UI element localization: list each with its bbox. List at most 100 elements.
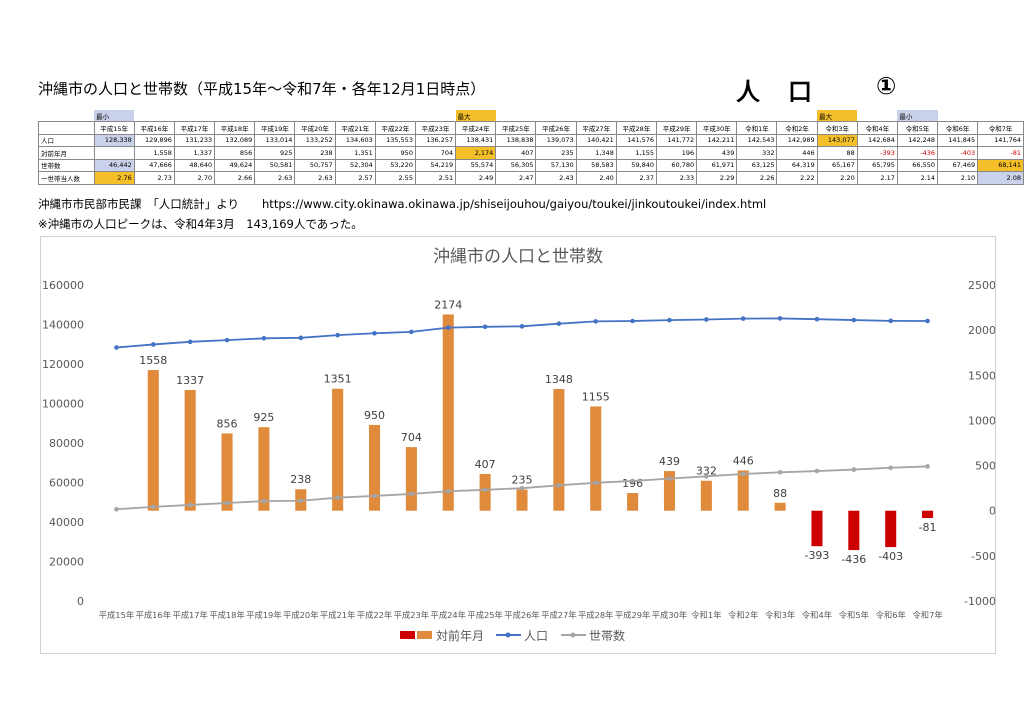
x-axis-tick: 令和1年 <box>691 610 721 620</box>
x-axis-tick: 平成17年 <box>172 610 207 620</box>
table-cell: 65,795 <box>856 158 898 172</box>
table-cell: 2,174 <box>455 146 497 160</box>
extreme-mark <box>657 110 697 122</box>
row-label: 人口 <box>38 133 95 147</box>
table-cell: 50,757 <box>294 158 336 172</box>
page-title: 沖縄市の人口と世帯数（平成15年～令和7年・各年12月1日時点） <box>38 80 486 98</box>
extreme-mark <box>737 110 777 122</box>
extreme-mark <box>536 110 576 122</box>
bar-data-label: 238 <box>290 473 311 486</box>
table-cell: 2.37 <box>615 171 658 185</box>
table-cell: 60,780 <box>655 158 698 172</box>
year-header: 平成24年 <box>455 121 497 135</box>
table-cell: 64,319 <box>776 158 818 172</box>
bar-data-label: 88 <box>773 487 787 500</box>
population-point <box>151 342 156 347</box>
table-cell: 2.22 <box>776 171 818 185</box>
year-header: 令和4年 <box>856 121 898 135</box>
year-header: 平成23年 <box>414 121 457 135</box>
left-axis-tick: 120000 <box>42 358 84 371</box>
source-text: 沖縄市市民部市民課 「人口統計」より https://www.city.okin… <box>38 197 767 211</box>
households-point <box>556 482 562 488</box>
households-point <box>372 493 377 499</box>
bar-data-label: 235 <box>512 473 533 486</box>
x-axis-tick: 平成20年 <box>283 610 318 620</box>
table-cell: 1,337 <box>173 146 216 160</box>
note-text: ※沖縄市の人口ピークは、令和4年3月 143,169人であった。 <box>38 217 363 231</box>
households-point <box>445 488 451 494</box>
table-cell: 2.76 <box>93 171 135 185</box>
households-point <box>151 504 156 510</box>
population-chart: 沖縄市の人口と世帯数020000400006000080000100000120… <box>42 247 996 643</box>
table-cell: 142,248 <box>896 133 939 147</box>
bar-data-label: 856 <box>217 417 238 430</box>
households-point <box>261 498 267 504</box>
year-header: 平成29年 <box>655 121 698 135</box>
table-cell: 88 <box>816 146 858 160</box>
extreme-mark <box>697 110 737 122</box>
extreme-mark <box>335 110 375 122</box>
year-header: 平成26年 <box>535 121 577 135</box>
households-point <box>777 469 783 475</box>
table-cell: 143,077 <box>816 133 858 147</box>
table-cell: 196 <box>655 146 698 160</box>
table-cell: 2.29 <box>696 171 738 185</box>
year-header: 平成25年 <box>495 121 537 135</box>
right-axis-tick: 1000 <box>968 414 995 427</box>
extreme-mark <box>174 110 214 122</box>
table-cell: 2.10 <box>937 171 979 185</box>
table-cell: 2.63 <box>294 171 336 185</box>
table-cell: 2.17 <box>856 171 898 185</box>
population-point <box>704 317 709 322</box>
x-axis-tick: 平成30年 <box>652 610 687 620</box>
table-cell: 48,640 <box>173 158 216 172</box>
row-label: 対前年月 <box>38 146 95 160</box>
year-header: 平成18年 <box>214 121 256 135</box>
table-cell: 332 <box>736 146 778 160</box>
table-cell: 55,574 <box>455 158 497 172</box>
x-axis-tick: 令和4年 <box>802 610 832 620</box>
households-point <box>519 485 525 491</box>
bar-data-label: 1155 <box>582 390 610 403</box>
year-header: 平成21年 <box>334 121 376 135</box>
table-cell: 141,576 <box>615 133 658 147</box>
households-point <box>114 506 119 512</box>
table-cell: 50,581 <box>254 158 296 172</box>
table-cell: 141,772 <box>655 133 698 147</box>
households-row: 世帯数 46,442 47,666 48,640 49,624 50,581 50,757 5… <box>38 158 1024 172</box>
change-bar <box>442 314 454 511</box>
extreme-mark <box>777 110 817 122</box>
table-cell: 235 <box>535 146 577 160</box>
change-bar <box>184 390 196 511</box>
x-axis-tick: 令和3年 <box>765 610 795 620</box>
right-axis-tick: 1500 <box>968 369 995 382</box>
table-cell: 66,550 <box>896 158 939 172</box>
x-axis-tick: 平成26年 <box>504 610 539 620</box>
change-bar <box>774 502 786 511</box>
year-header: 令和5年 <box>896 121 939 135</box>
right-axis-tick: 2500 <box>968 279 995 292</box>
extreme-mark <box>375 110 415 122</box>
bar-data-label: 439 <box>659 455 680 468</box>
table-cell: 2.57 <box>334 171 376 185</box>
table-cell: 47,666 <box>133 158 175 172</box>
households-point <box>187 502 193 508</box>
change-bar <box>332 388 344 511</box>
bar-data-label: 332 <box>696 465 717 478</box>
table-cell: 128,338 <box>93 133 135 147</box>
table-header-corner <box>38 121 95 135</box>
table-cell: 65,167 <box>816 158 858 172</box>
table-cell: 49,624 <box>214 158 256 172</box>
population-point <box>409 329 414 335</box>
year-header: 平成16年 <box>133 121 175 135</box>
bar-data-label: 704 <box>401 431 422 444</box>
change-bar <box>700 480 712 511</box>
households-point <box>482 487 488 493</box>
x-axis-tick: 平成23年 <box>394 610 429 620</box>
table-cell: 142,684 <box>856 133 898 147</box>
table-cell: 46,442 <box>93 158 135 172</box>
change-bar <box>516 489 528 511</box>
extreme-mark: 最小 <box>94 110 135 122</box>
extreme-mark <box>134 110 174 122</box>
change-bar <box>737 470 749 511</box>
